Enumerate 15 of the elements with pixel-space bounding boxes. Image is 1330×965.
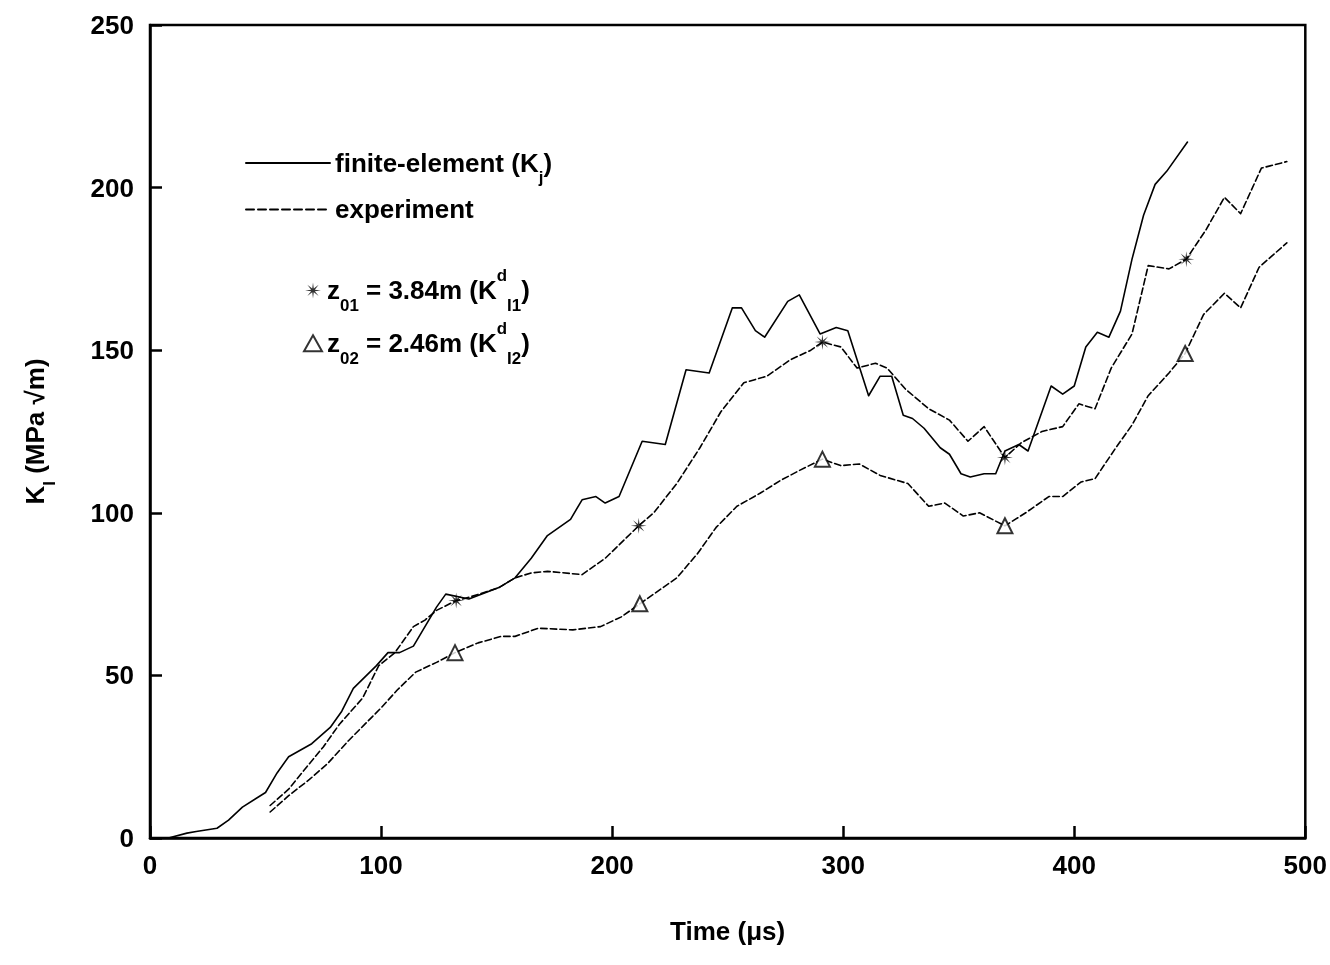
y-tick-label: 50: [105, 660, 134, 691]
x-tick-label: 400: [1052, 850, 1096, 880]
x-tick-label: 300: [821, 850, 865, 880]
y-tick-label: 250: [90, 10, 134, 40]
x-tick-label: 0: [142, 850, 158, 880]
y-axis-title: KI (MPa √m): [19, 358, 59, 505]
x-tick-label: 100: [359, 850, 403, 880]
y-tick-label: 200: [90, 172, 134, 203]
y-tick-label: 0: [119, 823, 134, 853]
x-tick-label: 500: [1283, 850, 1328, 880]
x-tick-label: 200: [590, 850, 634, 880]
legend-label: experiment: [335, 194, 475, 225]
y-tick-label: 150: [90, 335, 134, 366]
y-tick-label: 100: [90, 497, 134, 528]
x-axis-title: Time (μs): [670, 916, 786, 947]
